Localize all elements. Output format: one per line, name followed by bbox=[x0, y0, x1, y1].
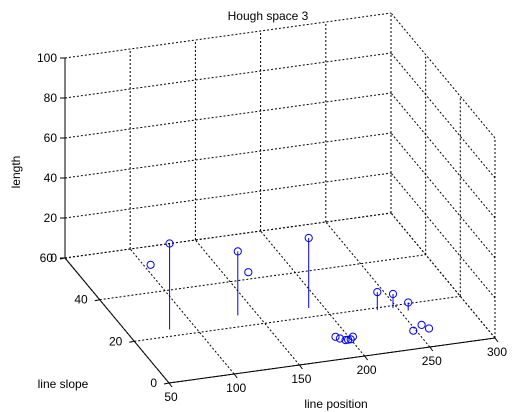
y-axis-label: line slope bbox=[38, 377, 89, 391]
x-tick-label: 100 bbox=[226, 381, 246, 395]
data-point-marker bbox=[409, 326, 418, 335]
y-tick-label: 20 bbox=[109, 334, 123, 348]
y-tick-mark bbox=[163, 382, 170, 385]
x-tick-mark bbox=[364, 355, 369, 361]
x-tick-label: 300 bbox=[487, 345, 507, 359]
data-point-marker bbox=[165, 239, 174, 248]
z-tick-label: 80 bbox=[44, 91, 58, 105]
floor-grid-x bbox=[260, 230, 365, 357]
back-wall-grid-z bbox=[64, 52, 392, 99]
data-point-marker bbox=[348, 332, 357, 341]
data-point-marker bbox=[417, 320, 426, 329]
back-wall-grid-z bbox=[64, 92, 392, 139]
side-wall-grid-z bbox=[390, 92, 496, 219]
y-axis-line bbox=[64, 257, 170, 384]
back-wall-grid-z bbox=[64, 212, 392, 259]
x-tick-mark bbox=[429, 346, 434, 352]
x-tick-mark bbox=[298, 364, 303, 370]
side-wall-grid-z bbox=[390, 52, 496, 179]
z-tick-label: 100 bbox=[37, 51, 57, 65]
x-tick-label: 250 bbox=[422, 354, 442, 368]
data-point-marker bbox=[244, 268, 253, 277]
y-tick-mark bbox=[129, 340, 135, 343]
y-tick-label: 40 bbox=[74, 293, 88, 307]
side-wall-grid-z bbox=[390, 12, 496, 139]
floor-grid-y bbox=[134, 295, 461, 342]
x-tick-mark bbox=[168, 382, 173, 388]
floor-grid-y bbox=[99, 254, 426, 301]
data-point-marker bbox=[335, 334, 344, 343]
x-tick-label: 200 bbox=[357, 363, 377, 377]
data-point-marker bbox=[404, 298, 413, 307]
data-point-marker bbox=[304, 233, 313, 243]
x-axis-label: line position bbox=[304, 397, 367, 411]
data-point-marker bbox=[233, 247, 242, 256]
floor-grid-x bbox=[195, 239, 300, 366]
data-point-marker bbox=[346, 335, 355, 344]
x-tick-label: 150 bbox=[291, 372, 311, 386]
x-axis-line bbox=[168, 337, 496, 384]
z-tick-label: 40 bbox=[44, 171, 58, 185]
x-tick-label: 50 bbox=[164, 390, 178, 404]
side-wall-grid-z bbox=[390, 172, 496, 299]
data-point-marker bbox=[424, 324, 434, 333]
z-tick-label: 0 bbox=[50, 251, 57, 265]
z-axis-label: length bbox=[9, 156, 23, 189]
grid-layer bbox=[64, 12, 496, 384]
z-tick-label: 60 bbox=[44, 131, 58, 145]
data-point-marker bbox=[331, 332, 340, 341]
data-point-marker bbox=[146, 260, 155, 269]
data-point-marker bbox=[388, 289, 398, 299]
x-tick-mark bbox=[233, 373, 238, 379]
x-tick-mark bbox=[494, 337, 499, 343]
y-tick-label: 60 bbox=[40, 251, 54, 265]
floor-grid-x bbox=[325, 221, 431, 348]
y-tick-label: 0 bbox=[150, 376, 157, 390]
y-tick-mark bbox=[94, 299, 100, 302]
side-wall-grid-z bbox=[390, 132, 496, 259]
floor-grid-x bbox=[129, 248, 235, 375]
side-wall-grid-z bbox=[390, 212, 496, 339]
data-point-marker bbox=[373, 288, 382, 297]
back-wall-grid-z bbox=[64, 172, 392, 219]
stem-layer bbox=[146, 233, 434, 345]
back-wall-grid-z bbox=[64, 12, 392, 59]
data-point-marker bbox=[341, 336, 350, 345]
chart-title: Hough space 3 bbox=[228, 9, 309, 23]
z-tick-label: 20 bbox=[44, 211, 58, 225]
back-wall-grid-z bbox=[64, 132, 392, 179]
